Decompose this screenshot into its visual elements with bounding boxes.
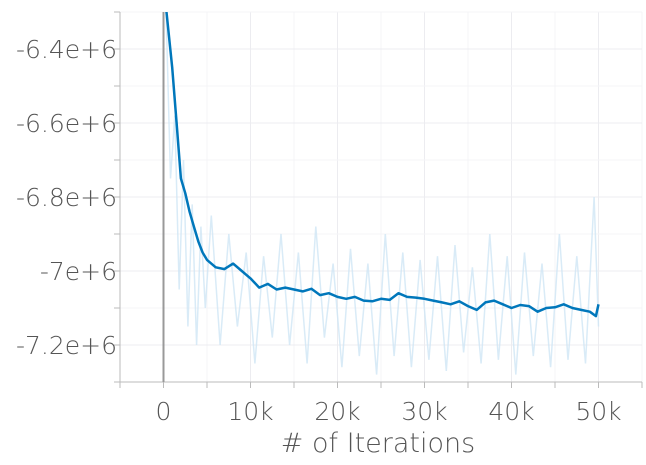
x-tick-label: 10k <box>227 397 273 426</box>
y-tick-label: -7e+6 <box>40 257 117 286</box>
raw-series-line <box>165 12 600 375</box>
axes <box>114 11 643 388</box>
grid <box>119 11 643 383</box>
x-tick-label: 30k <box>401 397 447 426</box>
x-axis-title: # of Iterations <box>281 428 475 459</box>
y-tick-labels: -6.4e+6 -6.6e+6 -6.8e+6 -7e+6 -7.2e+6 <box>16 35 117 360</box>
raw-noise-band <box>165 12 600 375</box>
x-tick-label: 20k <box>314 397 360 426</box>
y-tick-label: -6.4e+6 <box>16 35 117 64</box>
smoothed-series-line <box>165 12 600 318</box>
y-tick-label: -7.2e+6 <box>16 331 117 360</box>
x-tick-label: 40k <box>488 397 534 426</box>
y-tick-label: -6.6e+6 <box>16 109 117 138</box>
smoothed-series-layer <box>165 12 600 318</box>
x-tick-labels: 0 10k 20k 30k 40k 50k <box>156 397 622 426</box>
x-tick-label: 50k <box>575 397 621 426</box>
x-tick-label: 0 <box>156 397 172 426</box>
y-tick-label: -6.8e+6 <box>16 183 117 212</box>
